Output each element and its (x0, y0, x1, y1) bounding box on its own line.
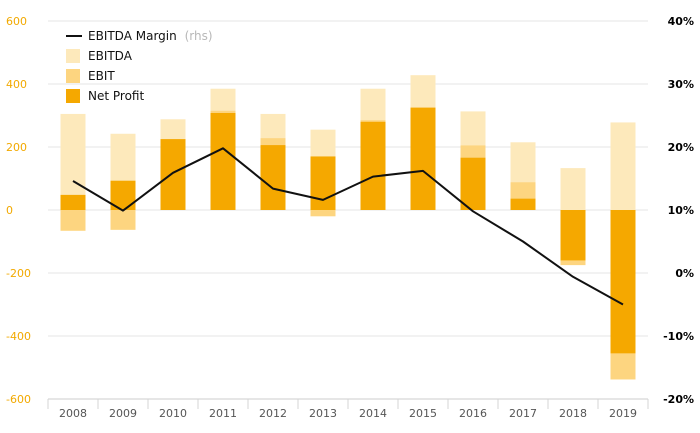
x-tick-label: 2008 (59, 407, 87, 420)
ebitda-bar (560, 168, 586, 210)
x-tick-label: 2017 (509, 407, 537, 420)
left-tick-label: 0 (6, 204, 13, 217)
x-tick-label: 2012 (259, 407, 287, 420)
ebit-bar (310, 210, 336, 217)
legend-swatch-ebitda (66, 49, 80, 63)
left-tick-label: 600 (6, 15, 27, 28)
gridlines (48, 20, 648, 400)
x-tick-label: 2010 (159, 407, 187, 420)
ebitda-bar (60, 113, 86, 210)
margin-line (72, 147, 624, 306)
x-tick-label: 2014 (359, 407, 387, 420)
net-profit-bar (60, 194, 86, 210)
right-tick-label: 0% (675, 267, 694, 280)
right-tick-label: -10% (663, 330, 694, 343)
right-tick-label: 40% (668, 15, 694, 28)
net-profit-bar (260, 145, 286, 210)
x-tick-label: 2018 (559, 407, 587, 420)
legend-label-ebit: EBIT (88, 69, 115, 83)
legend-swatch-net-profit (66, 89, 80, 103)
svg-text:EBITDA Margin (rhs): EBITDA Margin (rhs) (88, 29, 213, 43)
net-profit-bar (310, 156, 336, 210)
legend-label-ebitda-margin: EBITDA Margin (88, 29, 177, 43)
x-tick-label: 2019 (609, 407, 637, 420)
right-tick-label: 10% (668, 204, 694, 217)
ebit-bar (60, 210, 86, 231)
right-tick-label: 20% (668, 141, 694, 154)
left-tick-label: 400 (6, 78, 27, 91)
legend-swatch-ebit (66, 69, 80, 83)
left-tick-label: 200 (6, 141, 27, 154)
ebitda-bar (610, 122, 636, 210)
x-tick-label: 2009 (109, 407, 137, 420)
x-tick-label: 2016 (459, 407, 487, 420)
net-profit-bar (560, 210, 586, 261)
left-tick-label: -200 (6, 267, 31, 280)
net-profit-bar (610, 210, 636, 354)
left-tick-label: -400 (6, 330, 31, 343)
x-tick-label: 2013 (309, 407, 337, 420)
legend-label-rhs: (rhs) (185, 29, 213, 43)
ebitda-margin-line (72, 147, 624, 306)
axes: 600 400 200 0 -200 -400 -600 40% 30% 20% 10% 0% -10%… (6, 15, 694, 420)
net-profit-bar (210, 112, 236, 210)
ebit-bar (110, 210, 136, 230)
left-tick-label: -600 (6, 393, 31, 406)
net-profit-bar (360, 121, 386, 210)
net-profit-bar (460, 157, 486, 210)
net-profit-bar (510, 198, 536, 210)
legend-label-ebitda: EBITDA (88, 49, 133, 63)
x-tick-label: 2011 (209, 407, 237, 420)
legend-label-net-profit: Net Profit (88, 89, 144, 103)
x-tick-label: 2015 (409, 407, 437, 420)
right-tick-label: 30% (668, 78, 694, 91)
bars (60, 75, 636, 380)
right-tick-label: -20% (663, 393, 694, 406)
net-profit-bar (160, 139, 186, 210)
legend: EBITDA Margin (rhs) EBITDA EBIT Net Prof… (66, 29, 213, 103)
net-profit-bar (410, 107, 436, 210)
